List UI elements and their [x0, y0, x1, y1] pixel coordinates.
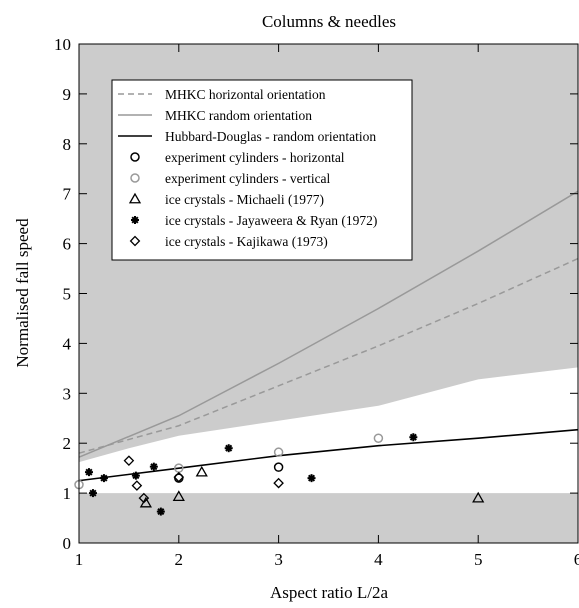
legend-box: [111, 79, 413, 261]
series-6-point-2: [99, 474, 108, 483]
series-0-line: [78, 257, 579, 454]
series-7-points: [123, 455, 284, 504]
series-3-point-1: [273, 462, 284, 472]
series-6-point-6: [224, 444, 233, 453]
series-7-point-2: [138, 492, 150, 504]
legend-entry-0: MHKC horizontal orientation: [118, 87, 326, 102]
legend-label-7: ice crystals - Kajikawa (1973): [165, 234, 328, 249]
x-tick-label-1: 2: [175, 550, 184, 569]
legend-swatch-6: [131, 216, 139, 224]
legend-entry-5: ice crystals - Michaeli (1977): [128, 192, 324, 207]
legend-swatch-5: [128, 192, 142, 204]
legend-swatch-4: [130, 173, 140, 183]
series-6-point-1: [88, 489, 97, 498]
series-5-point-3: [472, 491, 485, 503]
series-7-point-3: [173, 471, 185, 483]
chart-title: Columns & needles: [262, 12, 396, 31]
series-6-point-7: [307, 474, 316, 483]
legend-entry-4: experiment cylinders - vertical: [130, 171, 331, 186]
legend-label-5: ice crystals - Michaeli (1977): [165, 192, 324, 207]
series-4-point-2: [273, 447, 284, 457]
legend-label-4: experiment cylinders - vertical: [165, 171, 331, 186]
series-5-point-2: [195, 465, 208, 477]
x-tick-label-5: 6: [574, 550, 579, 569]
legend: MHKC horizontal orientation MHKC random o…: [111, 79, 413, 261]
legend-label-6: ice crystals - Jayaweera & Ryan (1972): [165, 213, 377, 228]
x-tick-label-4: 5: [474, 550, 483, 569]
x-axis-label: Aspect ratio L/2a: [270, 583, 388, 602]
legend-entry-1: MHKC random orientation: [118, 108, 312, 123]
y-tick-label-1: 1: [63, 484, 72, 503]
legend-label-2: Hubbard-Douglas - random orientation: [165, 129, 376, 144]
y-tick-label-3: 3: [63, 384, 72, 403]
x-tick-label-0: 1: [75, 550, 84, 569]
y-axis-label: Normalised fall speed: [13, 218, 32, 368]
y-tick-label-4: 4: [63, 334, 72, 353]
y-tick-label-5: 5: [63, 285, 72, 304]
series-6-point-4: [149, 462, 158, 471]
series-layer: [74, 190, 579, 516]
legend-entry-3: experiment cylinders - horizontal: [130, 150, 345, 165]
legend-entry-7: ice crystals - Kajikawa (1973): [129, 234, 328, 249]
series-7-point-1: [131, 480, 143, 491]
legend-swatch-3: [130, 152, 140, 162]
legend-swatch-7: [129, 235, 141, 247]
y-tick-label-9: 9: [63, 85, 72, 104]
legend-label-3: experiment cylinders - horizontal: [165, 150, 345, 165]
series-2-line: [78, 428, 579, 482]
series-7-point-0: [123, 455, 135, 466]
y-tick-label-10: 10: [54, 35, 71, 54]
y-tick-label-2: 2: [63, 434, 72, 453]
series-6-point-3: [131, 471, 140, 480]
legend-entry-2: Hubbard-Douglas - random orientation: [118, 129, 376, 144]
series-6-point-0: [84, 468, 93, 477]
legend-label-0: MHKC horizontal orientation: [165, 87, 326, 102]
y-tick-label-7: 7: [63, 185, 72, 204]
series-6-point-8: [409, 433, 418, 442]
y-tick-label-0: 0: [63, 534, 72, 553]
series-7-point-4: [273, 477, 284, 489]
series-4-point-3: [373, 433, 384, 443]
y-tick-label-6: 6: [63, 235, 72, 254]
y-tick-label-8: 8: [63, 135, 72, 154]
x-tick-label-3: 4: [374, 550, 383, 569]
series-1-line: [78, 190, 579, 458]
legend-label-1: MHKC random orientation: [165, 108, 312, 123]
x-tick-label-2: 3: [274, 550, 283, 569]
series-5-point-1: [172, 490, 185, 501]
series-5-points: [139, 465, 485, 508]
series-6-point-5: [156, 507, 165, 516]
shaded-region-0: [79, 493, 578, 543]
legend-entry-6: ice crystals - Jayaweera & Ryan (1972): [131, 213, 377, 228]
series-6-points: [84, 433, 418, 516]
